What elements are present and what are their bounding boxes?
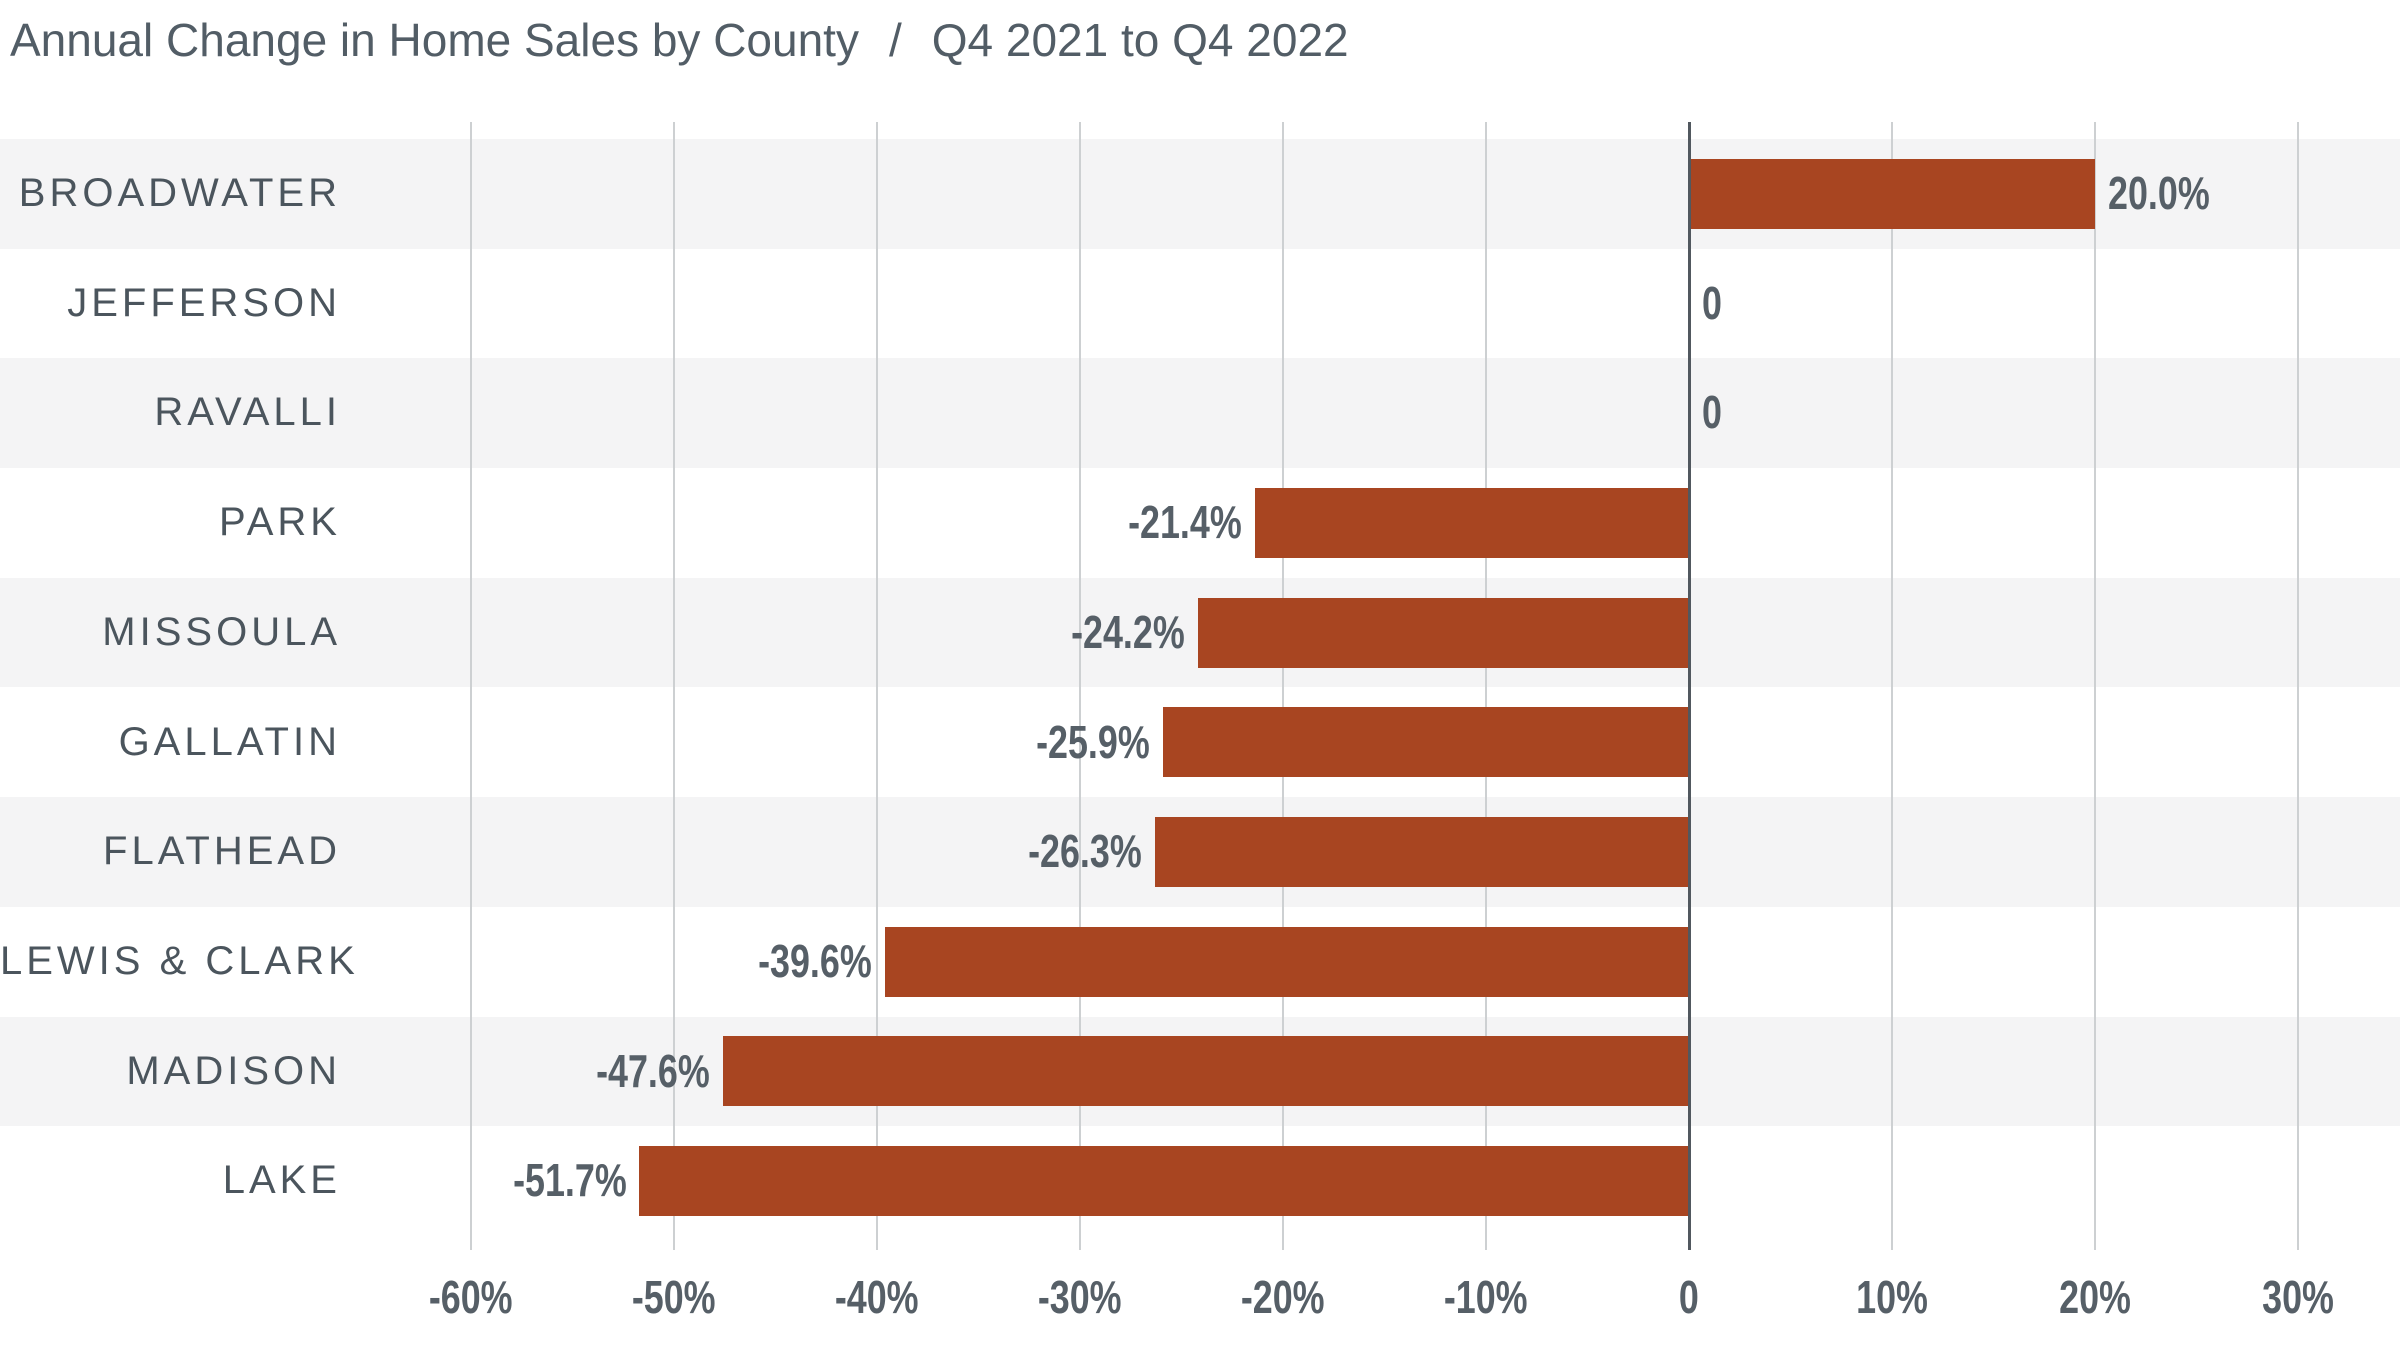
bar-gallatin xyxy=(1163,707,1689,778)
value-label-text: -26.3% xyxy=(1028,825,1143,878)
bar-park xyxy=(1254,487,1689,558)
bar-lewis-clark xyxy=(885,926,1689,997)
gridline xyxy=(2094,122,2096,1250)
x-tick-label: -40% xyxy=(767,1270,987,1324)
x-tick-label: -60% xyxy=(361,1270,581,1324)
county-label: JEFFERSON xyxy=(67,280,341,325)
x-tick-label-text: 20% xyxy=(2059,1271,2131,1323)
gridline xyxy=(876,122,878,1250)
x-tick-label: -20% xyxy=(1173,1270,1393,1324)
chart-title-separator: / xyxy=(888,14,902,66)
x-tick-label-text: -50% xyxy=(632,1271,716,1323)
county-label: MISSOULA xyxy=(102,609,341,654)
gridline xyxy=(1485,122,1487,1250)
county-label: MADISON xyxy=(126,1048,341,1093)
value-label: -25.9% xyxy=(1004,688,1151,798)
value-label: -47.6% xyxy=(564,1017,710,1127)
gridline xyxy=(1079,122,1081,1250)
value-label-text: 20.0% xyxy=(2108,167,2210,219)
x-tick-label-text: -30% xyxy=(1038,1271,1122,1323)
value-label: -24.2% xyxy=(1039,578,1185,688)
x-tick-label: 30% xyxy=(2188,1270,2400,1324)
x-tick-label-text: -40% xyxy=(835,1271,919,1323)
county-label: PARK xyxy=(219,500,341,545)
county-label: FLATHEAD xyxy=(103,829,341,874)
value-label-text: -25.9% xyxy=(1036,715,1151,768)
value-label-text: -51.7% xyxy=(512,1154,627,1207)
value-label-text: -21.4% xyxy=(1127,496,1242,549)
x-tick-label-text: 0 xyxy=(1679,1271,1699,1323)
row-band xyxy=(0,468,2400,578)
row-band xyxy=(0,358,2400,469)
x-tick-label: -10% xyxy=(1376,1270,1596,1324)
chart-title-period: Q4 2021 to Q4 2022 xyxy=(931,14,1349,66)
chart-title-main: Annual Change in Home Sales by County xyxy=(10,14,859,66)
county-label: LAKE xyxy=(222,1158,341,1203)
row-band xyxy=(0,248,2400,359)
value-label: -39.6% xyxy=(726,907,872,1017)
x-tick-label: 20% xyxy=(1985,1270,2205,1324)
bar-flathead xyxy=(1155,817,1689,888)
gridline xyxy=(470,122,472,1250)
x-tick-label: 0 xyxy=(1579,1270,1799,1324)
value-label-text: -47.6% xyxy=(596,1044,710,1097)
chart-title: Annual Change in Home Sales by County / Q4… xyxy=(10,14,1349,66)
bar-missoula xyxy=(1197,597,1689,668)
value-label: -51.7% xyxy=(481,1126,627,1236)
value-label: 0 xyxy=(1702,358,1728,468)
x-tick-label-text: -10% xyxy=(1444,1271,1528,1323)
gridline xyxy=(1282,122,1284,1250)
x-tick-label: 10% xyxy=(1782,1270,2002,1324)
value-label-text: 0 xyxy=(1702,276,1722,329)
bar-madison xyxy=(722,1036,1689,1107)
value-label-text: -24.2% xyxy=(1071,605,1185,658)
county-label: RAVALLI xyxy=(154,390,341,435)
x-tick-label: -30% xyxy=(970,1270,1190,1324)
county-label: GALLATIN xyxy=(118,719,341,764)
bar-broadwater xyxy=(1689,158,2095,229)
x-tick-label-text: 10% xyxy=(1856,1271,1928,1323)
zero-axis-line xyxy=(1688,122,1691,1250)
gridline xyxy=(1891,122,1893,1250)
gridline xyxy=(2297,122,2299,1250)
x-tick-label-text: 30% xyxy=(2262,1271,2334,1323)
county-label: BROADWATER xyxy=(18,171,341,215)
value-label: 0 xyxy=(1702,249,1728,359)
x-tick-label-text: -20% xyxy=(1241,1271,1325,1323)
x-tick-label-text: -60% xyxy=(429,1271,513,1323)
value-label: 20.0% xyxy=(2108,139,2238,249)
bar-lake xyxy=(639,1146,1689,1217)
county-label: LEWIS & CLARK xyxy=(0,938,359,983)
value-label-text: 0 xyxy=(1702,386,1722,439)
value-label: -21.4% xyxy=(1096,468,1242,578)
value-label-text: -39.6% xyxy=(758,934,873,987)
x-tick-label: -50% xyxy=(564,1270,784,1324)
gridline xyxy=(673,122,675,1250)
value-label: -26.3% xyxy=(996,797,1142,907)
